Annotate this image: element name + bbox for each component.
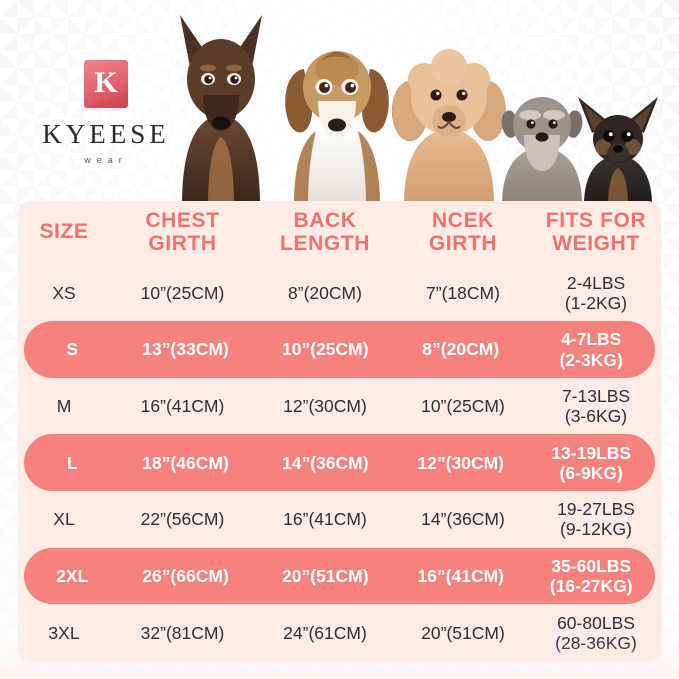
column-header-back-line1: BACK [293, 209, 357, 233]
column-header-back-length: BACK LENGTH [255, 209, 395, 255]
cell-weight-kg: (2-3KG) [559, 349, 623, 370]
table-row: L 18”(46CM) 14”(36CM) 12”(30CM) 13-19LBS… [24, 434, 655, 492]
cell-weight: 13-19LBS (6-9KG) [527, 443, 655, 483]
column-header-chest-line2: GIRTH [148, 231, 217, 255]
column-header-neck-line2: GIRTH [428, 231, 498, 255]
cell-size: XS [52, 282, 76, 303]
dog-photo-band [150, 0, 670, 205]
cell-size: L [66, 452, 78, 473]
cell-chest: 22”(56CM) [140, 509, 225, 530]
cell-weight: 60-80LBS (28-36KG) [531, 613, 661, 653]
cell-weight-lbs: 7-13LBS [561, 386, 631, 407]
cell-back: 10”(25CM) [282, 339, 369, 360]
cell-weight: 19-27LBS (9-12KG) [531, 499, 661, 539]
cell-size: 2XL [56, 565, 89, 586]
cell-size: S [66, 339, 79, 360]
column-header-chest-line1: CHEST [145, 209, 220, 233]
column-header-weight-line1: FITS FOR [545, 209, 647, 233]
table-row: 3XL 32”(81CM) 24”(61CM) 20”(51CM) 60-80L… [18, 604, 661, 661]
cell-size: 3XL [48, 622, 80, 643]
cell-weight-kg: (9-12KG) [560, 519, 632, 540]
cell-neck: 8”(20CM) [422, 339, 500, 360]
column-header-neck-girth: NCEK GIRTH [395, 209, 531, 255]
cell-weight-kg: (6-9KG) [559, 462, 623, 483]
brand-name: KYEESE [42, 119, 170, 149]
cell-chest: 32”(81CM) [140, 622, 225, 643]
cell-neck: 12”(30CM) [417, 452, 504, 473]
cell-weight-lbs: 35-60LBS [551, 555, 632, 576]
cell-back: 24”(61CM) [283, 622, 367, 643]
cell-chest: 18”(46CM) [142, 452, 229, 473]
cell-weight-lbs: 2-4LBS [566, 272, 626, 293]
cell-size: XL [53, 509, 75, 530]
cell-neck: 7”(18CM) [426, 282, 500, 303]
cell-weight-kg: (3-6KG) [564, 406, 628, 427]
table-row: XS 10”(25CM) 8”(20CM) 7”(18CM) 2-4LBS (1… [18, 265, 661, 322]
table-row: 2XL 26”(66CM) 20”(51CM) 16”(41CM) 35-60L… [24, 547, 655, 605]
cell-weight-lbs: 19-27LBS [557, 499, 635, 520]
table-header-row: SIZE CHEST GIRTH BACK LENGTH [18, 201, 661, 265]
brand-tagline: wear [84, 155, 128, 165]
cell-back: 16”(41CM) [283, 509, 367, 530]
column-header-back-line2: LENGTH [280, 231, 370, 255]
column-header-neck-line1: NCEK [432, 209, 494, 233]
dog-schnauzer [490, 77, 594, 205]
size-chart-card: SIZE CHEST GIRTH BACK LENGTH [18, 201, 661, 661]
cell-back: 20”(51CM) [282, 565, 369, 586]
cell-weight-kg: (28-36KG) [555, 632, 637, 653]
cell-weight-lbs: 60-80LBS [557, 612, 635, 633]
size-chart-table: SIZE CHEST GIRTH BACK LENGTH [18, 201, 661, 661]
cell-neck: 20”(51CM) [421, 622, 505, 643]
logo-mark-icon: K ® [84, 60, 210, 108]
cell-chest: 16”(41CM) [140, 396, 225, 417]
column-header-weight-line2: WEIGHT [552, 231, 640, 255]
cell-chest: 10”(25CM) [140, 282, 225, 303]
cell-weight-lbs: 13-19LBS [551, 442, 632, 463]
table-row: S 13”(33CM) 10”(25CM) 8”(20CM) 4-7LBS (2… [24, 321, 655, 378]
cell-chest: 13”(33CM) [142, 339, 229, 360]
cell-back: 12”(30CM) [283, 396, 367, 417]
dog-poodle [388, 45, 510, 205]
dog-chihuahua [570, 93, 666, 205]
cell-back: 14”(36CM) [282, 452, 369, 473]
column-header-size: SIZE [18, 221, 110, 244]
cell-neck: 10”(25CM) [421, 396, 505, 417]
cell-weight-kg: (1-2KG) [564, 292, 628, 313]
column-header-chest-girth: CHEST GIRTH [110, 209, 255, 255]
cell-neck: 14”(36CM) [421, 509, 505, 530]
cell-size: M [56, 396, 72, 417]
table-row: XL 22”(56CM) 16”(41CM) 14”(36CM) 19-27LB… [18, 491, 661, 548]
column-header-fits-for-weight: FITS FOR WEIGHT [531, 209, 661, 255]
cell-chest: 26”(66CM) [142, 565, 229, 586]
logo-mark-letter: K [94, 66, 118, 99]
column-header-size-line1: SIZE [39, 220, 89, 244]
dog-beagle [270, 25, 405, 205]
dog-doberman [160, 7, 290, 205]
cell-weight-kg: (16-27KG) [549, 576, 633, 597]
cell-neck: 16”(41CM) [417, 565, 504, 586]
cell-weight: 35-60LBS (16-27KG) [527, 556, 655, 596]
cell-weight: 7-13LBS (3-6KG) [531, 386, 661, 426]
cell-weight: 4-7LBS (2-3KG) [527, 329, 655, 369]
cell-back: 8”(20CM) [288, 282, 362, 303]
table-row: M 16”(41CM) 12”(30CM) 10”(25CM) 7-13LBS … [18, 378, 661, 435]
cell-weight: 2-4LBS (1-2KG) [531, 273, 661, 313]
cell-weight-lbs: 4-7LBS [561, 329, 622, 350]
